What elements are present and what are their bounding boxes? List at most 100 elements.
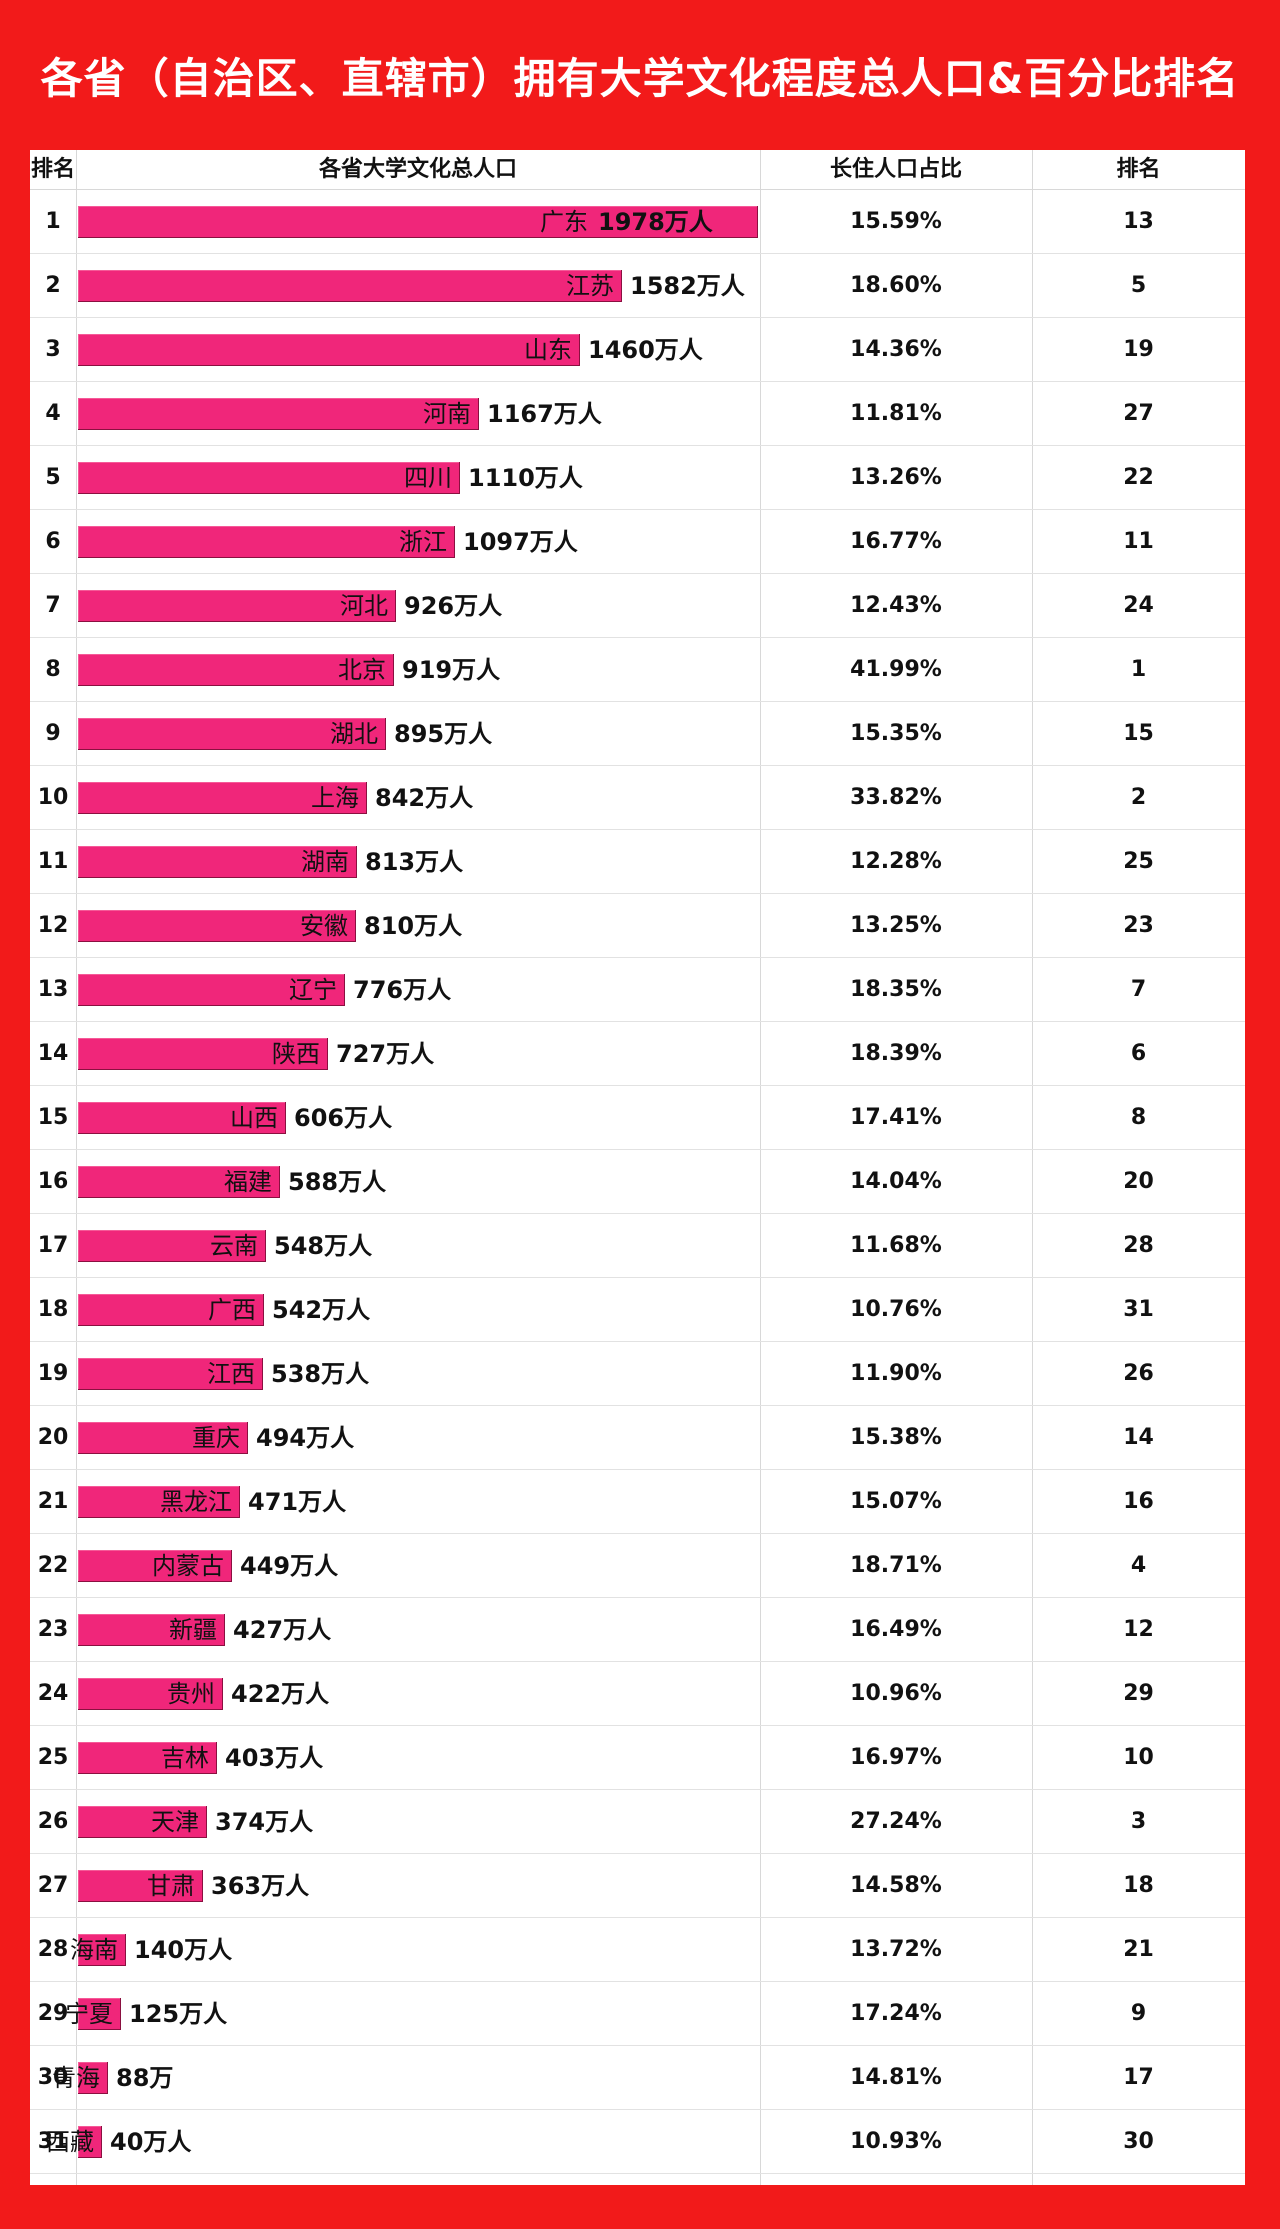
rank-cell: 23 — [37, 1617, 69, 1642]
share-cell: 14.04% — [850, 1169, 942, 1194]
population-value: 548万人 — [274, 1232, 373, 1260]
share-rank-cell: 29 — [1123, 1681, 1154, 1706]
rank-cell: 4 — [45, 401, 61, 426]
row-divider — [30, 765, 1245, 766]
population-value: 88万 — [116, 2064, 174, 2092]
population-value: 449万人 — [240, 1552, 339, 1580]
population-bar — [78, 1166, 280, 1198]
population-bar — [78, 654, 394, 686]
share-cell: 17.41% — [850, 1105, 942, 1130]
population-bar — [78, 1742, 217, 1774]
rank-cell: 28 — [37, 1937, 69, 1962]
population-value: 1097万人 — [463, 528, 578, 556]
province-label: 吉林 — [161, 1744, 209, 1772]
column-divider — [76, 150, 77, 2185]
share-rank-cell: 8 — [1130, 1105, 1147, 1130]
row-divider — [30, 829, 1245, 830]
province-label: 陕西 — [272, 1040, 320, 1068]
share-cell: 15.38% — [850, 1425, 942, 1450]
share-cell: 12.43% — [850, 593, 942, 618]
share-rank-cell: 6 — [1130, 1041, 1147, 1066]
share-cell: 15.07% — [850, 1489, 942, 1514]
province-label: 广东 — [540, 208, 588, 236]
population-bar — [78, 1230, 266, 1262]
population-value: 1110万人 — [468, 464, 583, 492]
ranking-table: 排名 各省大学文化总人口 长住人口占比 排名 1 广东 1978万人 15.59% 13… — [30, 150, 1245, 2185]
share-rank-cell: 14 — [1123, 1425, 1154, 1450]
row-divider — [30, 701, 1245, 702]
row-divider — [30, 253, 1245, 254]
share-rank-cell: 2 — [1130, 785, 1147, 810]
population-value: 494万人 — [256, 1424, 355, 1452]
province-label: 安徽 — [300, 912, 348, 940]
rank-cell: 11 — [37, 849, 69, 874]
province-label: 江苏 — [566, 272, 614, 300]
population-value: 40万人 — [110, 2128, 192, 2156]
page-title: 各省（自治区、直辖市）拥有大学文化程度总人口&百分比排名 — [40, 53, 1240, 103]
share-cell: 18.39% — [850, 1041, 942, 1066]
rank-cell: 25 — [37, 1745, 69, 1770]
rank-cell: 7 — [45, 593, 61, 618]
row-divider — [30, 2173, 1245, 2174]
rank-cell: 18 — [37, 1297, 69, 1322]
row-divider — [30, 1341, 1245, 1342]
population-bar — [78, 2062, 108, 2094]
row-divider — [30, 1853, 1245, 1854]
share-rank-cell: 16 — [1123, 1489, 1154, 1514]
share-cell: 18.71% — [850, 1553, 942, 1578]
row-divider — [30, 1533, 1245, 1534]
share-cell: 33.82% — [850, 785, 942, 810]
population-bar — [78, 1358, 263, 1390]
province-label: 贵州 — [167, 1680, 215, 1708]
rank-cell: 2 — [45, 273, 61, 298]
share-cell: 18.35% — [850, 977, 942, 1002]
population-bar — [78, 974, 345, 1006]
population-value: 374万人 — [215, 1808, 314, 1836]
rank-cell: 6 — [45, 529, 61, 554]
population-bar — [78, 1422, 248, 1454]
province-label: 黑龙江 — [160, 1488, 232, 1516]
share-cell: 11.68% — [850, 1233, 942, 1258]
province-label: 新疆 — [169, 1616, 217, 1644]
share-cell: 16.77% — [850, 529, 942, 554]
population-value: 727万人 — [336, 1040, 435, 1068]
population-bar — [78, 1550, 232, 1582]
share-rank-cell: 15 — [1123, 721, 1154, 746]
population-value: 895万人 — [394, 720, 493, 748]
rank-cell: 10 — [37, 785, 69, 810]
population-bar — [78, 398, 479, 430]
population-bar — [78, 718, 386, 750]
population-value: 810万人 — [364, 912, 463, 940]
province-label: 天津 — [151, 1808, 199, 1836]
share-rank-cell: 17 — [1123, 2065, 1154, 2090]
population-bar — [78, 462, 460, 494]
population-value: 403万人 — [225, 1744, 324, 1772]
province-label: 北京 — [338, 656, 386, 684]
population-bar — [78, 782, 367, 814]
share-rank-cell: 28 — [1123, 1233, 1154, 1258]
row-divider — [30, 317, 1245, 318]
rank-cell: 26 — [37, 1809, 69, 1834]
row-divider — [30, 573, 1245, 574]
row-divider — [30, 2045, 1245, 2046]
province-label: 山东 — [524, 336, 572, 364]
population-value: 542万人 — [272, 1296, 371, 1324]
row-divider — [30, 637, 1245, 638]
rank-cell: 19 — [37, 1361, 69, 1386]
rank-cell: 12 — [37, 913, 69, 938]
province-label: 甘肃 — [147, 1872, 195, 1900]
population-value: 1582万人 — [630, 272, 745, 300]
rank-cell: 16 — [37, 1169, 69, 1194]
population-value: 776万人 — [353, 976, 452, 1004]
row-divider — [30, 381, 1245, 382]
population-value: 588万人 — [288, 1168, 387, 1196]
share-cell: 27.24% — [850, 1809, 942, 1834]
population-value: 422万人 — [231, 1680, 330, 1708]
share-rank-cell: 19 — [1123, 337, 1154, 362]
share-cell: 16.97% — [850, 1745, 942, 1770]
province-label: 海南 — [70, 1936, 118, 1964]
header-population: 各省大学文化总人口 — [76, 150, 760, 190]
row-divider — [30, 1661, 1245, 1662]
province-label: 云南 — [210, 1232, 258, 1260]
population-bar — [78, 846, 357, 878]
